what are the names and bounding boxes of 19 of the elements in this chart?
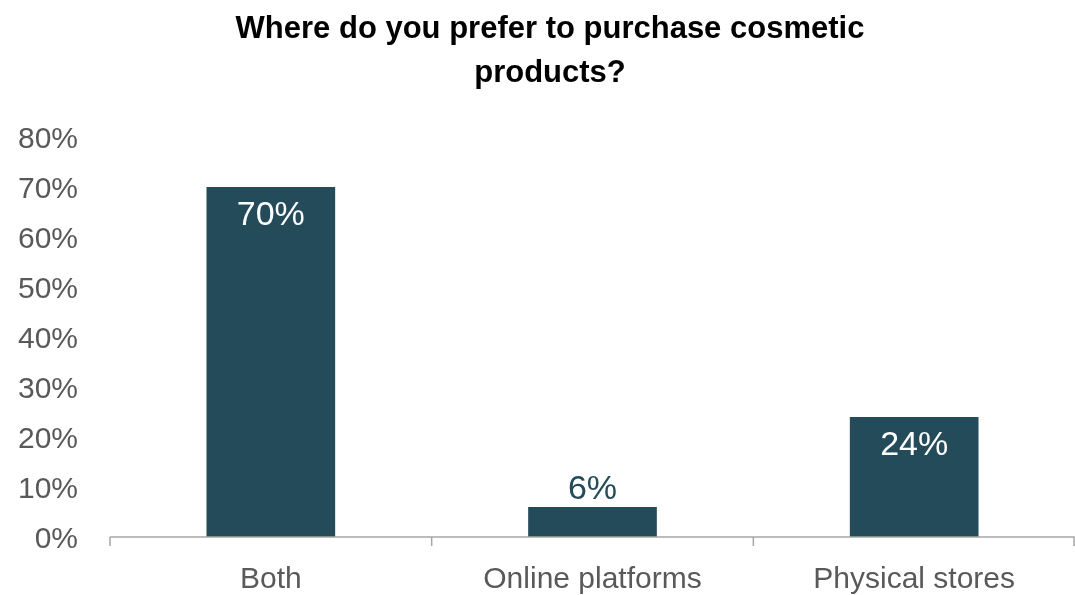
y-tick-label: 60% (17, 221, 78, 254)
y-tick-label: 0% (34, 521, 78, 554)
data-label: 70% (236, 194, 305, 232)
y-tick-label: 80% (17, 121, 78, 154)
y-tick-label: 70% (17, 171, 78, 204)
y-tick-label: 10% (17, 471, 78, 504)
y-tick-label: 50% (17, 271, 78, 304)
x-tick-label: Online platforms (483, 561, 702, 594)
y-tick-label: 40% (17, 321, 78, 354)
y-tick-label: 30% (17, 371, 78, 404)
x-tick-label: Physical stores (813, 561, 1016, 594)
x-tick-label: Both (239, 561, 302, 594)
bar (849, 417, 979, 537)
data-label: 6% (567, 468, 618, 506)
data-label: 24% (880, 424, 949, 462)
bar (206, 187, 336, 537)
chart-title: Where do you prefer to purchase cosmetic products? (235, 10, 865, 89)
bar (528, 507, 657, 537)
y-tick-label: 20% (17, 421, 78, 454)
